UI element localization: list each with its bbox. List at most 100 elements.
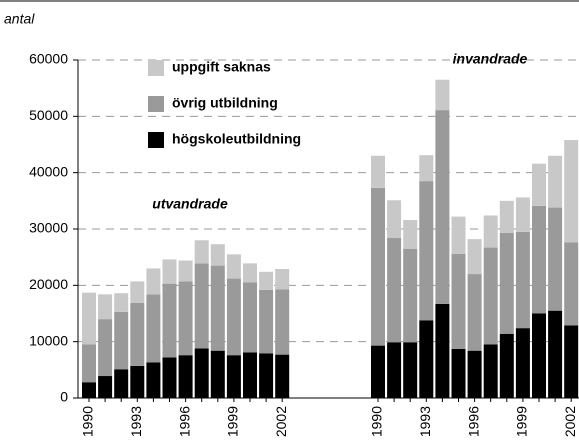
bar-segment (483, 215, 498, 248)
legend-swatch (148, 96, 164, 112)
bar-segment (515, 328, 530, 398)
bar-segment (226, 355, 241, 398)
bar-segment (82, 292, 96, 345)
bar-segment (548, 155, 563, 208)
bar-segment (419, 155, 434, 182)
x-tick-label: 1996 (176, 406, 192, 437)
bar-segment (82, 382, 96, 398)
y-tick-label: 50000 (29, 107, 68, 123)
x-tick-label: 1993 (417, 406, 433, 437)
bar-segment (419, 181, 434, 321)
bar-segment (419, 320, 434, 398)
bar-segment (162, 259, 177, 284)
bar-segment (178, 260, 193, 282)
bar-segment (243, 263, 257, 283)
legend-label: högskoleutbildning (172, 131, 301, 147)
bar-segment (194, 240, 209, 264)
annotation: invandrade (453, 51, 528, 67)
bar-segment (451, 216, 466, 254)
bar-segment (162, 357, 177, 398)
bar-segment (275, 354, 290, 398)
bar-segment (146, 362, 161, 398)
y-tick-label: 60000 (29, 51, 68, 67)
x-tick-label: 1990 (369, 406, 385, 437)
legend-label: uppgift saknas (172, 59, 271, 75)
bar-segment (210, 265, 225, 351)
bar-segment (194, 348, 209, 398)
bar-segment (114, 293, 129, 312)
bar-segment (98, 294, 113, 320)
y-axis-label: antal (4, 11, 35, 27)
bar-segment (243, 282, 257, 353)
bar-segment (210, 244, 225, 266)
bar-segment (467, 274, 482, 351)
bar-segment (114, 369, 129, 398)
bar-segment (451, 348, 466, 398)
legend-label: övrig utbildning (172, 95, 278, 111)
bar-segment (435, 303, 450, 398)
bar-segment (146, 294, 161, 363)
x-tick-label: 2002 (562, 406, 578, 437)
bar-segment (467, 350, 482, 398)
bar-segment (564, 139, 579, 243)
x-tick-label: 1996 (465, 406, 481, 437)
bar-segment (162, 283, 177, 358)
bar-segment (146, 268, 161, 295)
bar-segment (435, 110, 450, 304)
bar-segment (275, 289, 290, 355)
bar-segment (403, 219, 418, 249)
bar-segment (548, 310, 563, 398)
bar-segment (210, 350, 225, 398)
bar-segment (130, 365, 145, 398)
bar-segment (403, 248, 418, 343)
bar-segment (371, 345, 385, 398)
bar-segment (114, 311, 129, 370)
bar-segment (499, 200, 514, 233)
bar-segment (532, 205, 546, 314)
bar-segment (387, 238, 402, 343)
bar-segment (403, 342, 418, 398)
y-tick-label: 0 (60, 389, 68, 405)
bar-segment (194, 263, 209, 349)
bar-segment (259, 289, 274, 354)
bar-segment (178, 355, 193, 398)
y-tick-label: 10000 (29, 332, 68, 348)
bar-segment (532, 313, 546, 398)
bar-segment (564, 325, 579, 398)
x-tick-label: 1999 (514, 406, 530, 437)
bar-segment (483, 247, 498, 345)
bar-segment (130, 281, 145, 303)
bar-segment (548, 207, 563, 311)
y-tick-label: 20000 (29, 276, 68, 292)
bar-segment (98, 376, 113, 398)
x-tick-label: 1993 (128, 406, 144, 437)
bar-segment (130, 302, 145, 366)
bar-segment (275, 268, 290, 290)
bar-segment (226, 254, 241, 279)
x-tick-label: 2002 (273, 406, 289, 437)
bar-segment (259, 353, 274, 398)
bar-segment (178, 281, 193, 356)
y-tick-label: 30000 (29, 220, 68, 236)
bar-segment (371, 155, 385, 188)
bar-segment (532, 163, 546, 206)
x-tick-label: 1990 (80, 406, 96, 437)
bar-segment (98, 319, 113, 377)
x-tick-label: 1999 (225, 406, 241, 437)
bar-segment (564, 242, 579, 326)
bar-segment (451, 253, 466, 349)
bar-segment (435, 79, 450, 111)
y-tick-label: 40000 (29, 163, 68, 179)
bar-segment (387, 200, 402, 239)
bar-segment (515, 231, 530, 329)
bar-segment (467, 239, 482, 275)
bar-segment (226, 278, 241, 356)
annotation: utvandrade (152, 196, 228, 212)
bar-segment (499, 232, 514, 334)
legend-swatch (148, 132, 164, 148)
bar-segment (387, 342, 402, 398)
bar-segment (243, 352, 257, 398)
bar-segment (515, 197, 530, 232)
bar-segment (483, 344, 498, 398)
